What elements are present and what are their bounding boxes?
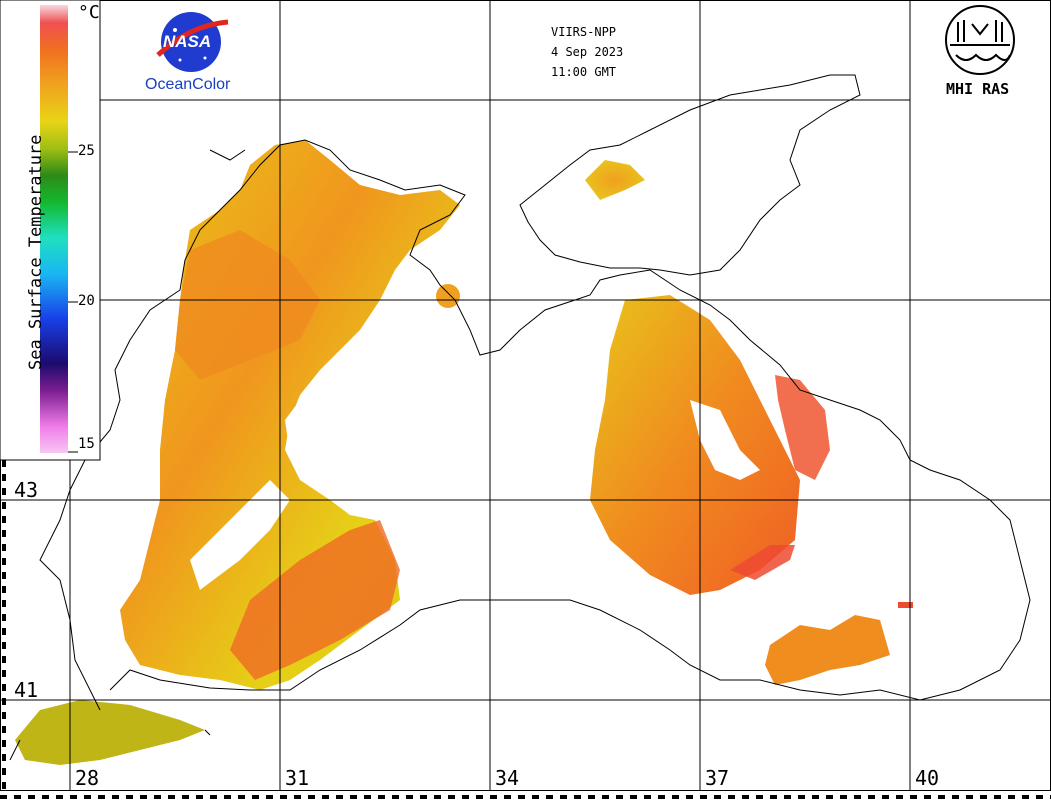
sst-east-basin xyxy=(590,295,800,595)
colorbar-title: Sea Surface Temperature xyxy=(26,134,46,370)
sst-southwest-hot xyxy=(230,520,400,680)
sst-east-coast-hot xyxy=(775,375,830,480)
mhi-logo xyxy=(945,5,1015,75)
mhi-label: MHI RAS xyxy=(946,80,1010,98)
sst-west-gap xyxy=(190,480,290,590)
colorbar-unit: °C xyxy=(78,2,100,23)
lon-label-37: 37 xyxy=(705,766,730,790)
colorbar-ticks xyxy=(68,151,78,453)
sst-lake xyxy=(436,284,460,308)
colorbar-tick-25: 25 xyxy=(78,143,95,159)
sst-west-gap2 xyxy=(285,400,320,455)
satellite-label: VIIRS-NPP xyxy=(551,25,617,39)
date-label: 4 Sep 2023 xyxy=(551,45,624,59)
coastline xyxy=(9,74,1031,761)
sst-southeast-dot xyxy=(898,602,913,608)
bottom-ruler xyxy=(0,795,1051,799)
sst-west-warm xyxy=(175,230,320,380)
lon-label-31: 31 xyxy=(285,766,310,790)
oceancolor-label: OceanColor xyxy=(145,76,231,93)
nasa-logo-text: NASA xyxy=(163,32,212,51)
sst-marmara xyxy=(15,700,205,765)
sst-east-gap xyxy=(690,400,760,480)
lon-label-28: 28 xyxy=(75,766,100,790)
colorbar-tick-20: 20 xyxy=(78,293,95,309)
nasa-logo xyxy=(156,12,229,72)
sst-azov xyxy=(585,160,645,200)
sst-east-hot xyxy=(730,545,795,580)
lat-label-43: 43 xyxy=(14,478,39,502)
colorbar-tick-15: 15 xyxy=(78,436,95,452)
sst-southeast-patch xyxy=(765,615,890,685)
lon-label-34: 34 xyxy=(495,766,520,790)
time-label: 11:00 GMT xyxy=(551,65,617,79)
sst-data-layer xyxy=(15,140,913,765)
colorbar xyxy=(40,5,68,453)
lon-label-40: 40 xyxy=(915,766,940,790)
lat-label-41: 41 xyxy=(14,678,39,702)
left-ruler xyxy=(2,460,6,789)
